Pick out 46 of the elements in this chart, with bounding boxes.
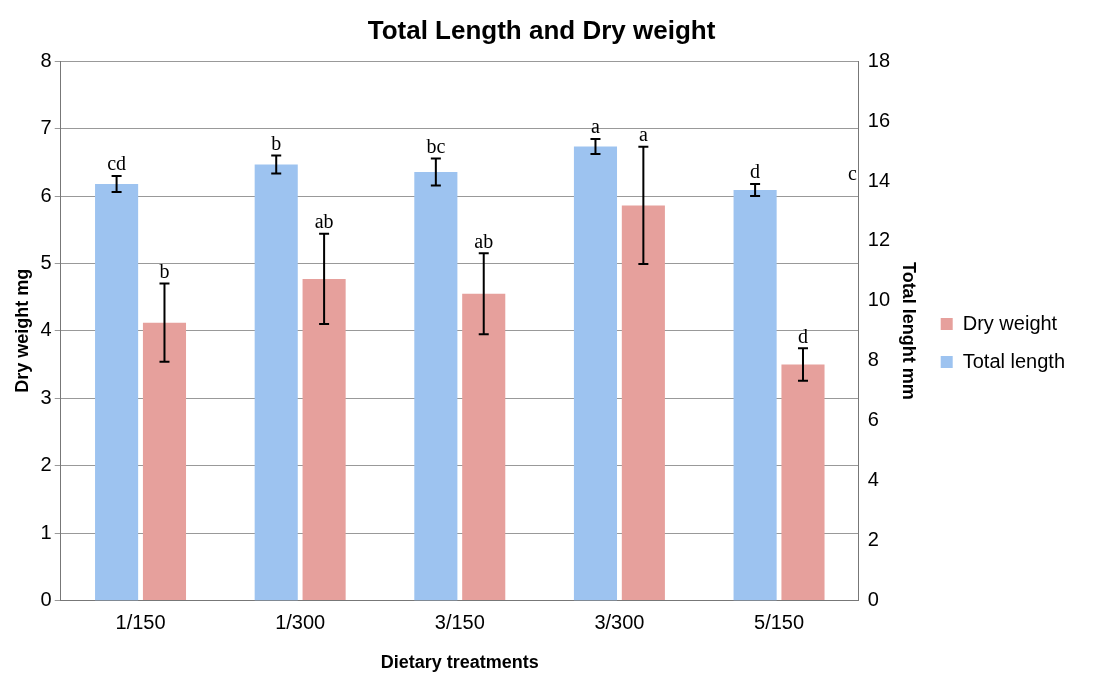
- y2-axis-title: Total lenght mm: [898, 261, 919, 400]
- data-label: b: [271, 131, 282, 154]
- bar: [781, 364, 825, 600]
- legend-label: Total length: [962, 349, 1065, 372]
- data-label: ab: [314, 209, 334, 232]
- chart-title: Total Length and Dry weight: [367, 14, 716, 45]
- y-tick-label: 2: [40, 453, 52, 476]
- legend-label: Dry weight: [962, 311, 1058, 334]
- y2-tick-label: 6: [867, 408, 879, 431]
- y-tick-label: 3: [40, 385, 52, 408]
- x-tick-label: 3/150: [434, 610, 485, 633]
- data-label: d: [797, 324, 808, 347]
- bar: [142, 322, 187, 600]
- y-tick-label: 5: [40, 250, 52, 273]
- x-tick-label: 1/300: [275, 610, 326, 633]
- data-label: bc: [426, 134, 446, 157]
- data-label: ab: [474, 229, 494, 252]
- y-tick-label: 1: [40, 520, 52, 543]
- y2-tick-label: 14: [867, 168, 891, 191]
- y2-tick-label: 16: [867, 108, 891, 131]
- y2-tick-label: 10: [867, 288, 891, 311]
- x-tick-label: 1/150: [115, 610, 166, 633]
- data-label: b: [159, 259, 170, 282]
- y-tick-label: 0: [40, 587, 52, 610]
- data-label: d: [750, 160, 761, 183]
- data-label: cd: [107, 152, 127, 175]
- y2-tick-label: 12: [867, 228, 891, 251]
- y2-tick-label: 4: [867, 468, 879, 491]
- bar: [302, 278, 346, 600]
- data-label: a: [591, 115, 601, 138]
- y-tick-label: 7: [40, 116, 52, 139]
- bar: [621, 205, 665, 600]
- y-axis-title: Dry weight mg: [11, 268, 32, 393]
- y-tick-label: 4: [40, 318, 52, 341]
- y-tick-label: 8: [40, 48, 52, 71]
- y-tick-label: 6: [40, 183, 52, 206]
- data-label: a: [638, 123, 648, 146]
- annotation: c: [847, 161, 857, 184]
- y2-tick-label: 18: [867, 48, 891, 71]
- y2-tick-label: 2: [867, 528, 879, 550]
- x-axis-title: Dietary treatments: [380, 652, 539, 673]
- y2-tick-label: 0: [867, 587, 879, 610]
- x-tick-label: 5/150: [754, 610, 805, 633]
- x-tick-label: 3/300: [594, 610, 645, 633]
- y2-tick-label: 8: [867, 348, 879, 371]
- bar: [462, 293, 506, 600]
